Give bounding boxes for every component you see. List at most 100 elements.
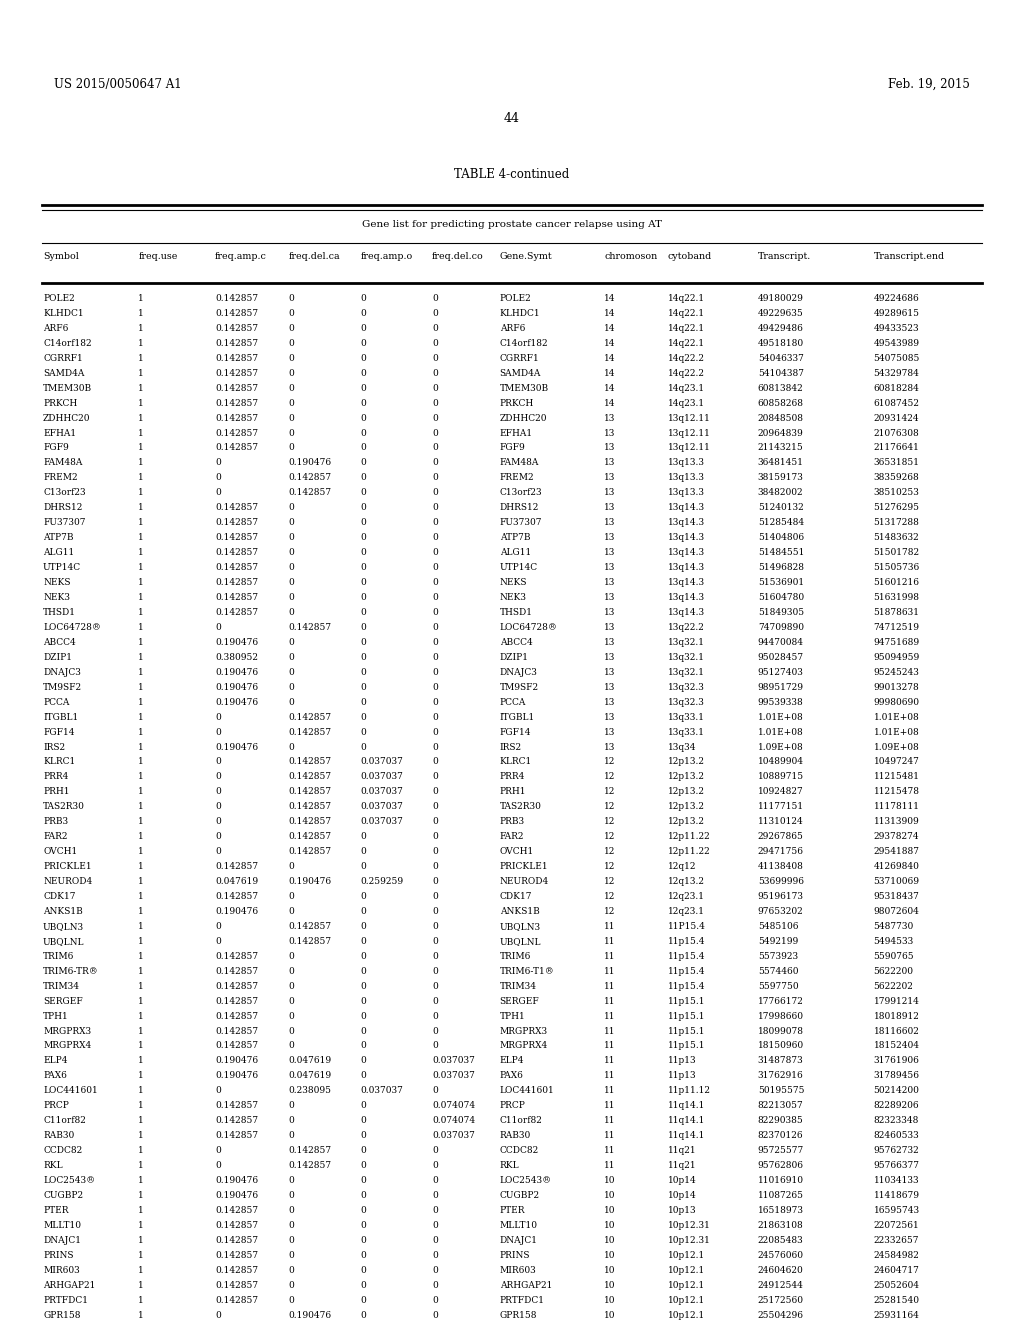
Text: 12q23.1: 12q23.1 [668, 907, 705, 916]
Text: 0: 0 [289, 503, 295, 512]
Text: 0.142857: 0.142857 [289, 772, 332, 781]
Text: 51317288: 51317288 [873, 519, 920, 527]
Text: 95762732: 95762732 [873, 1146, 920, 1155]
Text: 0.142857: 0.142857 [215, 429, 258, 437]
Text: 14: 14 [604, 399, 615, 408]
Text: MIR603: MIR603 [43, 1266, 80, 1275]
Text: 0: 0 [289, 1280, 295, 1290]
Text: 13: 13 [604, 429, 615, 437]
Text: 0: 0 [432, 488, 438, 498]
Text: 0.142857: 0.142857 [289, 727, 332, 737]
Text: 0: 0 [215, 474, 221, 482]
Text: 0.074074: 0.074074 [432, 1101, 475, 1110]
Text: 10: 10 [604, 1176, 615, 1185]
Text: 0: 0 [360, 474, 367, 482]
Text: 12: 12 [604, 876, 615, 886]
Text: FAM48A: FAM48A [500, 458, 539, 467]
Text: 17991214: 17991214 [873, 997, 920, 1006]
Text: 24604717: 24604717 [873, 1266, 920, 1275]
Text: 21176641: 21176641 [873, 444, 920, 453]
Text: MIR603: MIR603 [500, 1266, 537, 1275]
Text: 82460533: 82460533 [873, 1131, 920, 1140]
Text: 13: 13 [604, 444, 615, 453]
Text: 0: 0 [289, 698, 295, 706]
Text: 24912544: 24912544 [758, 1280, 804, 1290]
Text: 0: 0 [432, 921, 438, 931]
Text: 0.142857: 0.142857 [289, 474, 332, 482]
Text: 1: 1 [138, 803, 144, 812]
Text: 1: 1 [138, 1191, 144, 1200]
Text: 0.037037: 0.037037 [432, 1056, 475, 1065]
Text: 0: 0 [360, 578, 367, 587]
Text: 14: 14 [604, 294, 615, 304]
Text: 0.190476: 0.190476 [215, 742, 258, 751]
Text: MRGPRX4: MRGPRX4 [43, 1041, 91, 1051]
Text: 0.142857: 0.142857 [289, 921, 332, 931]
Text: 11: 11 [604, 1117, 615, 1125]
Text: 13: 13 [604, 488, 615, 498]
Text: ARHGAP21: ARHGAP21 [500, 1280, 552, 1290]
Text: EFHA1: EFHA1 [500, 429, 532, 437]
Text: KLHDC1: KLHDC1 [43, 309, 84, 318]
Text: 0: 0 [432, 1296, 438, 1304]
Text: 10489904: 10489904 [758, 758, 804, 767]
Text: 0: 0 [360, 727, 367, 737]
Text: 11q21: 11q21 [668, 1146, 696, 1155]
Text: 0: 0 [289, 399, 295, 408]
Text: 13q22.2: 13q22.2 [668, 623, 705, 632]
Text: 0: 0 [432, 682, 438, 692]
Text: 1.09E+08: 1.09E+08 [758, 742, 804, 751]
Text: 0: 0 [432, 294, 438, 304]
Text: 1: 1 [138, 323, 144, 333]
Text: 49229635: 49229635 [758, 309, 804, 318]
Text: 0: 0 [289, 578, 295, 587]
Text: 1.01E+08: 1.01E+08 [873, 713, 920, 722]
Text: 0: 0 [289, 593, 295, 602]
Text: PTER: PTER [500, 1206, 525, 1214]
Text: ANKS1B: ANKS1B [43, 907, 83, 916]
Text: 0: 0 [360, 892, 367, 902]
Text: SERGEF: SERGEF [43, 997, 83, 1006]
Text: 0: 0 [432, 803, 438, 812]
Text: 12: 12 [604, 787, 615, 796]
Text: 51484551: 51484551 [758, 548, 804, 557]
Text: 97653202: 97653202 [758, 907, 804, 916]
Text: 11P15.4: 11P15.4 [668, 921, 706, 931]
Text: 10p14: 10p14 [668, 1176, 696, 1185]
Text: 13: 13 [604, 742, 615, 751]
Text: 0.142857: 0.142857 [215, 966, 258, 975]
Text: 0: 0 [289, 533, 295, 543]
Text: 0: 0 [432, 847, 438, 857]
Text: 11313909: 11313909 [873, 817, 920, 826]
Text: 95028457: 95028457 [758, 653, 804, 661]
Text: 0: 0 [289, 892, 295, 902]
Text: 0: 0 [360, 1206, 367, 1214]
Text: 0: 0 [360, 444, 367, 453]
Text: 10p12.31: 10p12.31 [668, 1236, 711, 1245]
Text: 14q23.1: 14q23.1 [668, 384, 705, 393]
Text: 0: 0 [289, 413, 295, 422]
Text: 1: 1 [138, 533, 144, 543]
Text: 51631998: 51631998 [873, 593, 920, 602]
Text: 20964839: 20964839 [758, 429, 804, 437]
Text: ATP7B: ATP7B [500, 533, 530, 543]
Text: FAR2: FAR2 [43, 832, 68, 841]
Text: 0: 0 [215, 713, 221, 722]
Text: 1: 1 [138, 1131, 144, 1140]
Text: 10p12.31: 10p12.31 [668, 1221, 711, 1230]
Text: FU37307: FU37307 [500, 519, 543, 527]
Text: 54046337: 54046337 [758, 354, 804, 363]
Text: UBQLNL: UBQLNL [43, 937, 85, 946]
Text: 0.142857: 0.142857 [215, 1280, 258, 1290]
Text: 11p15.4: 11p15.4 [668, 966, 706, 975]
Text: 0: 0 [215, 1086, 221, 1096]
Text: 95766377: 95766377 [873, 1162, 920, 1170]
Text: 0: 0 [432, 519, 438, 527]
Text: MRGPRX4: MRGPRX4 [500, 1041, 548, 1051]
Text: MLLT10: MLLT10 [43, 1221, 81, 1230]
Text: 0.037037: 0.037037 [360, 758, 403, 767]
Text: 1: 1 [138, 1056, 144, 1065]
Text: 1: 1 [138, 1296, 144, 1304]
Text: 0: 0 [289, 1191, 295, 1200]
Text: 1: 1 [138, 876, 144, 886]
